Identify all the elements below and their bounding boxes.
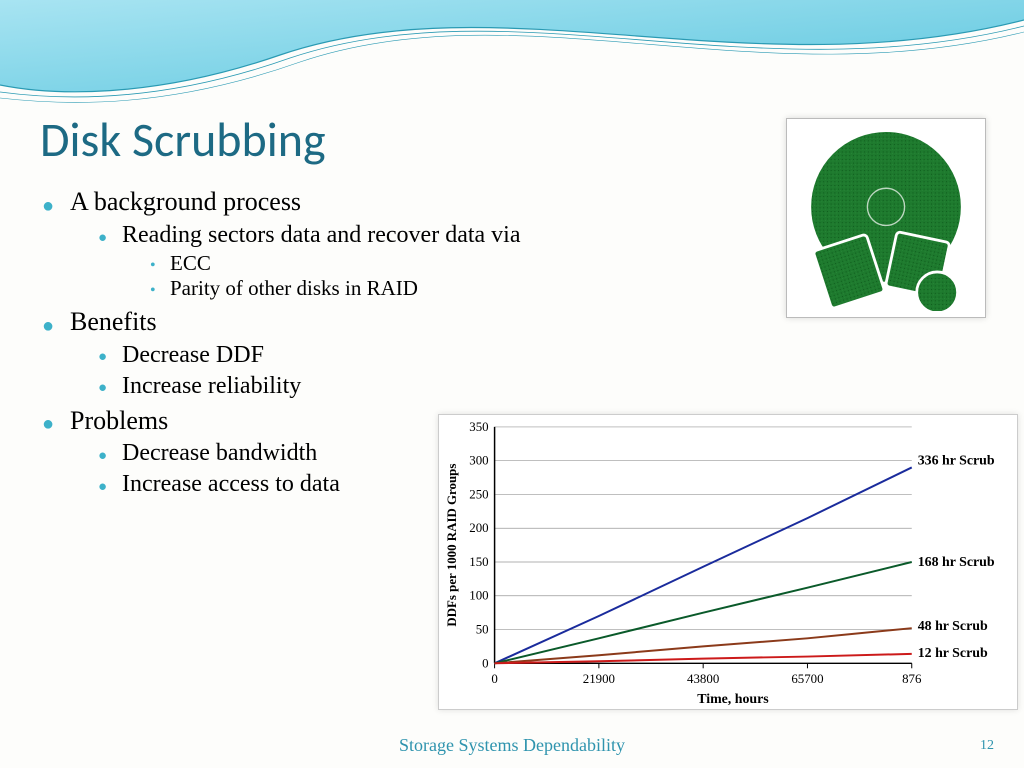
- bullet-list: A background processReading sectors data…: [40, 187, 984, 498]
- bullet-lvl1: ProblemsDecrease bandwidthIncrease acces…: [70, 406, 984, 499]
- slide-title: Disk Scrubbing: [40, 110, 984, 169]
- bullet-lvl2: Increase access to data: [122, 471, 984, 498]
- svg-text:100: 100: [469, 588, 488, 603]
- svg-text:0: 0: [491, 671, 497, 686]
- page-number: 12: [980, 738, 994, 754]
- svg-text:150: 150: [469, 554, 488, 569]
- svg-text:50: 50: [476, 622, 489, 637]
- svg-text:0: 0: [482, 655, 488, 670]
- bullet-lvl2: Increase reliability: [122, 373, 984, 400]
- svg-text:43800: 43800: [687, 671, 719, 686]
- svg-text:65700: 65700: [791, 671, 823, 686]
- bullet-lvl3: ECC: [170, 251, 984, 276]
- bullet-lvl2: Decrease DDF: [122, 342, 984, 369]
- svg-text:12 hr Scrub: 12 hr Scrub: [918, 646, 988, 661]
- svg-text:Time, hours: Time, hours: [697, 692, 769, 707]
- bullet-lvl2: Reading sectors data and recover data vi…: [122, 222, 984, 301]
- svg-text:168 hr Scrub: 168 hr Scrub: [918, 555, 995, 570]
- svg-text:200: 200: [469, 520, 488, 535]
- bullet-lvl2: Decrease bandwidth: [122, 440, 984, 467]
- svg-text:21900: 21900: [583, 671, 615, 686]
- bullet-lvl1: BenefitsDecrease DDFIncrease reliability: [70, 307, 984, 400]
- svg-text:48 hr Scrub: 48 hr Scrub: [918, 619, 988, 634]
- footer-text: Storage Systems Dependability: [0, 735, 1024, 756]
- bullet-lvl3: Parity of other disks in RAID: [170, 276, 984, 301]
- svg-text:876: 876: [902, 671, 922, 686]
- bullet-lvl1: A background processReading sectors data…: [70, 187, 984, 301]
